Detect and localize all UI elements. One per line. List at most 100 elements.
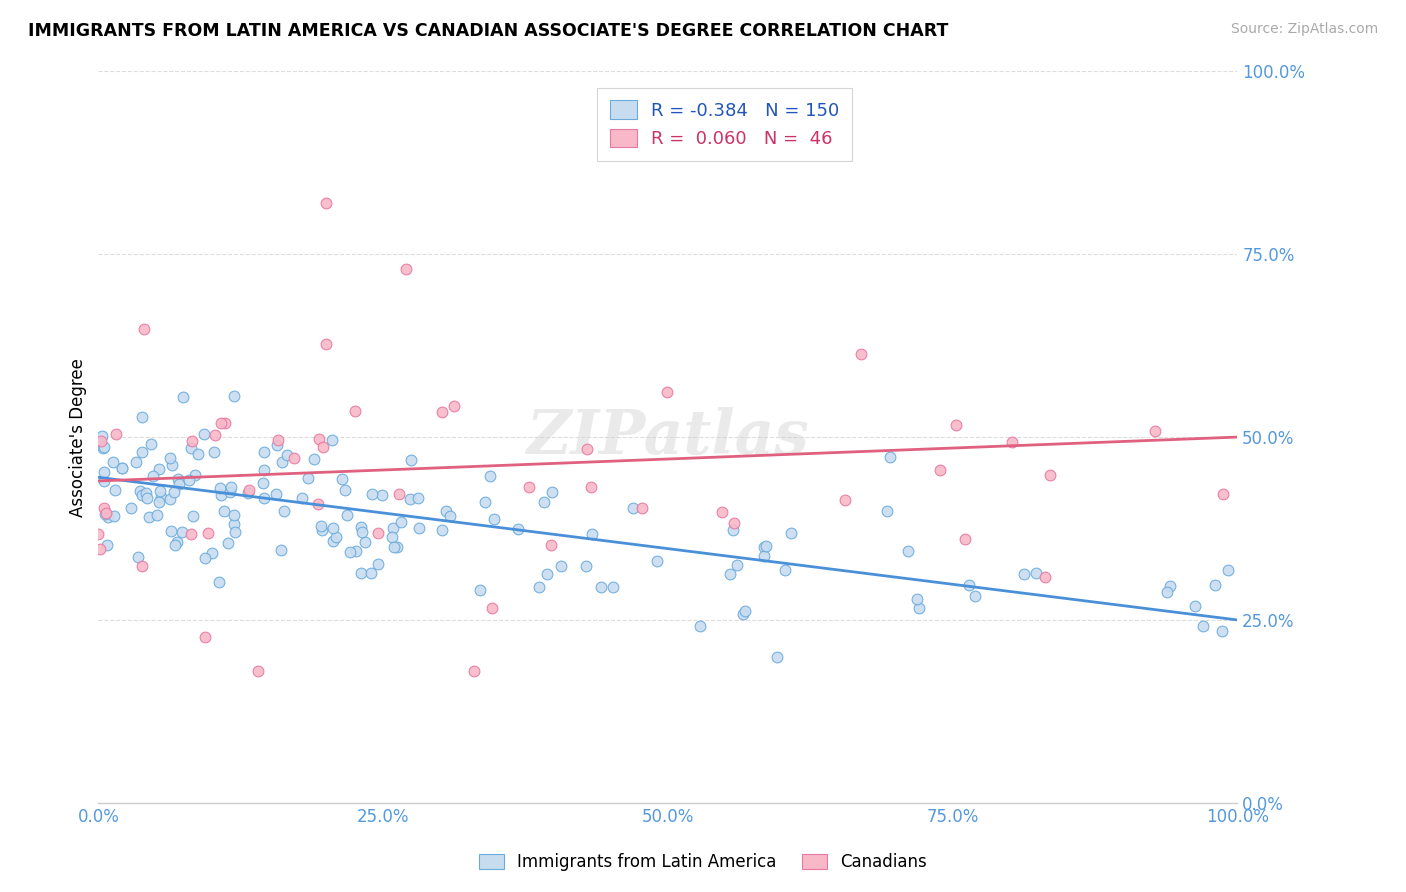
Legend: Immigrants from Latin America, Canadians: Immigrants from Latin America, Canadians xyxy=(471,845,935,880)
Point xyxy=(148,495,170,509)
Point xyxy=(540,539,562,553)
Point xyxy=(1039,467,1062,482)
Point xyxy=(159,524,181,539)
Point xyxy=(266,438,288,452)
Point xyxy=(166,535,188,549)
Point xyxy=(905,591,928,606)
Point xyxy=(381,530,404,544)
Point xyxy=(93,466,115,480)
Point xyxy=(104,426,127,441)
Point xyxy=(591,580,613,594)
Point xyxy=(194,630,217,644)
Text: IMMIGRANTS FROM LATIN AMERICA VS CANADIAN ASSOCIATE'S DEGREE CORRELATION CHART: IMMIGRANTS FROM LATIN AMERICA VS CANADIA… xyxy=(28,22,949,40)
Point xyxy=(90,434,112,448)
Point xyxy=(163,538,186,552)
Point xyxy=(335,483,357,497)
Point xyxy=(141,436,163,450)
Point xyxy=(94,508,117,522)
Point xyxy=(945,417,967,432)
Point xyxy=(167,477,190,491)
Point xyxy=(602,580,624,594)
Point xyxy=(148,462,170,476)
Point xyxy=(336,508,359,523)
Point xyxy=(723,523,745,537)
Point xyxy=(443,400,465,414)
Point xyxy=(849,347,872,361)
Point xyxy=(322,521,344,535)
Point xyxy=(1184,599,1206,613)
Point xyxy=(468,582,491,597)
Point xyxy=(312,440,335,454)
Point xyxy=(264,487,287,501)
Point xyxy=(103,509,125,524)
Point xyxy=(385,540,408,554)
Point xyxy=(550,559,572,574)
Point xyxy=(93,475,115,489)
Point xyxy=(315,337,337,351)
Point xyxy=(297,470,319,484)
Point xyxy=(283,451,305,466)
Point xyxy=(343,404,366,418)
Point xyxy=(506,522,529,536)
Point xyxy=(481,601,503,615)
Point xyxy=(111,461,134,475)
Point xyxy=(141,468,163,483)
Point xyxy=(350,519,373,533)
Point xyxy=(957,578,980,592)
Point xyxy=(780,526,803,541)
Point xyxy=(214,503,236,517)
Point xyxy=(219,480,242,494)
Point xyxy=(766,649,789,664)
Point xyxy=(307,497,329,511)
Point xyxy=(172,390,194,404)
Point xyxy=(1144,424,1167,438)
Point xyxy=(1204,578,1226,592)
Point xyxy=(150,491,173,505)
Point xyxy=(111,461,134,475)
Point xyxy=(439,508,461,523)
Point xyxy=(1012,567,1035,582)
Point xyxy=(246,664,269,678)
Point xyxy=(131,488,153,502)
Point xyxy=(382,540,405,554)
Point xyxy=(253,445,276,459)
Point xyxy=(207,574,229,589)
Point xyxy=(273,504,295,518)
Point xyxy=(204,428,226,442)
Point xyxy=(536,567,558,582)
Point xyxy=(430,523,453,537)
Point xyxy=(197,526,219,541)
Point xyxy=(645,554,668,568)
Point xyxy=(474,495,496,509)
Point xyxy=(1156,585,1178,599)
Point xyxy=(482,512,505,526)
Point xyxy=(953,532,976,546)
Point xyxy=(527,580,550,594)
Point xyxy=(135,485,157,500)
Point xyxy=(734,604,756,618)
Point xyxy=(177,473,200,487)
Point xyxy=(710,504,733,518)
Point xyxy=(339,545,361,559)
Point xyxy=(406,491,429,506)
Point xyxy=(276,448,298,462)
Point xyxy=(354,535,377,549)
Point xyxy=(224,525,246,540)
Point xyxy=(253,463,276,477)
Point xyxy=(346,544,368,558)
Point xyxy=(267,433,290,447)
Point xyxy=(94,506,117,520)
Point xyxy=(581,480,603,494)
Point xyxy=(308,432,330,446)
Point xyxy=(1216,564,1239,578)
Point xyxy=(252,475,274,490)
Point xyxy=(163,484,186,499)
Point xyxy=(238,485,260,500)
Point xyxy=(170,524,193,539)
Point xyxy=(517,480,540,494)
Point xyxy=(575,558,598,573)
Point xyxy=(193,427,215,442)
Point xyxy=(129,483,152,498)
Point xyxy=(322,533,344,548)
Point xyxy=(718,566,741,581)
